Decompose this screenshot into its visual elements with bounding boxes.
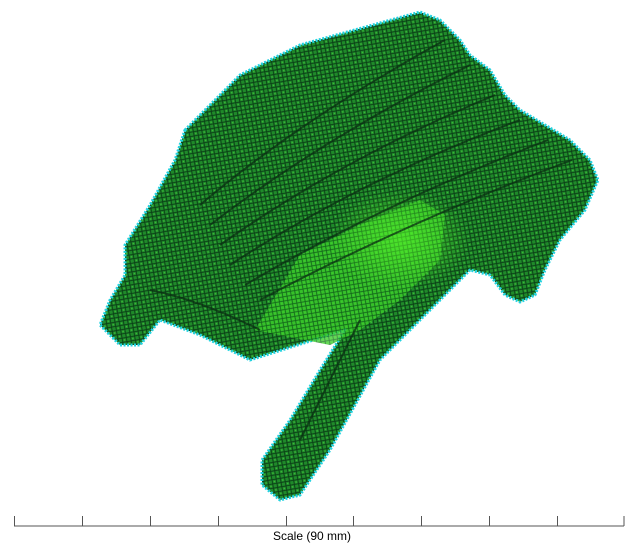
mesh-model xyxy=(100,12,598,500)
scale-label: Scale (90 mm) xyxy=(273,529,351,543)
page: {"scale": {"label": "Scale (90 mm)"}} xyxy=(0,0,625,545)
scale-bar xyxy=(14,516,624,526)
render-view: Scale (90 mm) xyxy=(0,0,625,545)
mesh-glow xyxy=(330,190,470,290)
